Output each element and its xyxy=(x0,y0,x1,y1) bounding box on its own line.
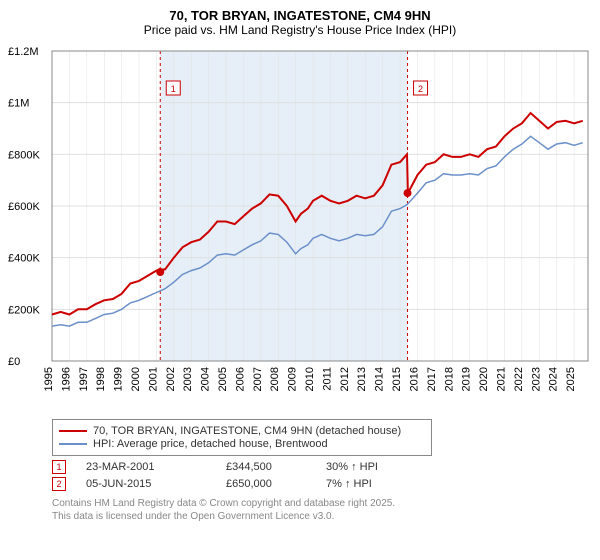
svg-text:2017: 2017 xyxy=(426,367,438,391)
svg-text:2009: 2009 xyxy=(287,367,299,391)
svg-text:£400K: £400K xyxy=(8,253,40,265)
legend-row: 70, TOR BRYAN, INGATESTONE, CM4 9HN (det… xyxy=(59,425,425,437)
svg-text:2021: 2021 xyxy=(495,367,507,391)
chart-svg: £0 £200K £400K £600K £800K £1M £1.2M 1995 1996 19… xyxy=(6,43,594,413)
svg-text:£800K: £800K xyxy=(8,149,40,161)
chart-title-line1: 70, TOR BRYAN, INGATESTONE, CM4 9HN xyxy=(6,8,594,23)
svg-text:1997: 1997 xyxy=(78,367,90,391)
sale-row: 1 23-MAR-2001 £344,500 30% ↑ HPI xyxy=(52,460,594,474)
svg-text:2007: 2007 xyxy=(252,367,264,391)
plot-area: £0 £200K £400K £600K £800K £1M £1.2M 1995 1996 19… xyxy=(6,43,594,413)
chart-container: 70, TOR BRYAN, INGATESTONE, CM4 9HN Pric… xyxy=(0,0,600,560)
svg-text:2005: 2005 xyxy=(217,367,229,391)
svg-text:2013: 2013 xyxy=(356,367,368,391)
svg-text:1999: 1999 xyxy=(113,367,125,391)
svg-text:2003: 2003 xyxy=(182,367,194,391)
svg-text:2019: 2019 xyxy=(461,367,473,391)
chart-title-line2: Price paid vs. HM Land Registry's House … xyxy=(6,23,594,37)
svg-text:£600K: £600K xyxy=(8,201,40,213)
svg-text:2008: 2008 xyxy=(269,367,281,391)
svg-text:1998: 1998 xyxy=(95,367,107,391)
svg-text:2000: 2000 xyxy=(130,367,142,391)
svg-text:2014: 2014 xyxy=(374,367,386,391)
sale-marker-icon: 2 xyxy=(52,477,66,491)
svg-text:£1.2M: £1.2M xyxy=(8,46,39,58)
attribution: Contains HM Land Registry data © Crown c… xyxy=(52,497,594,523)
sale-price: £344,500 xyxy=(226,461,326,473)
sale-marker-number: 1 xyxy=(56,462,61,472)
legend-label: HPI: Average price, detached house, Bren… xyxy=(93,438,328,450)
svg-text:2: 2 xyxy=(418,84,423,94)
svg-text:2020: 2020 xyxy=(478,367,490,391)
svg-text:2002: 2002 xyxy=(165,367,177,391)
svg-text:1: 1 xyxy=(171,84,176,94)
svg-text:2018: 2018 xyxy=(443,367,455,391)
svg-text:2012: 2012 xyxy=(339,367,351,391)
svg-text:2022: 2022 xyxy=(513,367,525,391)
svg-text:2015: 2015 xyxy=(391,367,403,391)
legend-swatch xyxy=(59,430,87,432)
svg-text:2011: 2011 xyxy=(321,367,333,391)
sale-diff: 7% ↑ HPI xyxy=(326,478,406,490)
svg-text:£1M: £1M xyxy=(8,98,29,110)
svg-text:2010: 2010 xyxy=(304,367,316,391)
attribution-line: Contains HM Land Registry data © Crown c… xyxy=(52,497,594,510)
sale-date: 23-MAR-2001 xyxy=(86,461,226,473)
sale-price: £650,000 xyxy=(226,478,326,490)
legend: 70, TOR BRYAN, INGATESTONE, CM4 9HN (det… xyxy=(52,419,432,456)
svg-text:2025: 2025 xyxy=(565,367,577,391)
svg-text:1996: 1996 xyxy=(60,367,72,391)
svg-text:2004: 2004 xyxy=(200,367,212,391)
legend-swatch xyxy=(59,443,87,445)
sale-date: 05-JUN-2015 xyxy=(86,478,226,490)
legend-label: 70, TOR BRYAN, INGATESTONE, CM4 9HN (det… xyxy=(93,425,401,437)
sale-marker-number: 2 xyxy=(56,479,61,489)
svg-text:2024: 2024 xyxy=(548,367,560,391)
attribution-line: This data is licensed under the Open Gov… xyxy=(52,510,594,523)
sale-marker-icon: 1 xyxy=(52,460,66,474)
svg-text:£0: £0 xyxy=(8,356,20,368)
sale-row: 2 05-JUN-2015 £650,000 7% ↑ HPI xyxy=(52,477,594,491)
legend-row: HPI: Average price, detached house, Bren… xyxy=(59,438,425,450)
sale-diff: 30% ↑ HPI xyxy=(326,461,406,473)
svg-text:2023: 2023 xyxy=(530,367,542,391)
svg-text:2001: 2001 xyxy=(147,367,159,391)
svg-text:1995: 1995 xyxy=(43,367,55,391)
svg-text:£200K: £200K xyxy=(8,304,40,316)
svg-text:2006: 2006 xyxy=(234,367,246,391)
svg-text:2016: 2016 xyxy=(408,367,420,391)
